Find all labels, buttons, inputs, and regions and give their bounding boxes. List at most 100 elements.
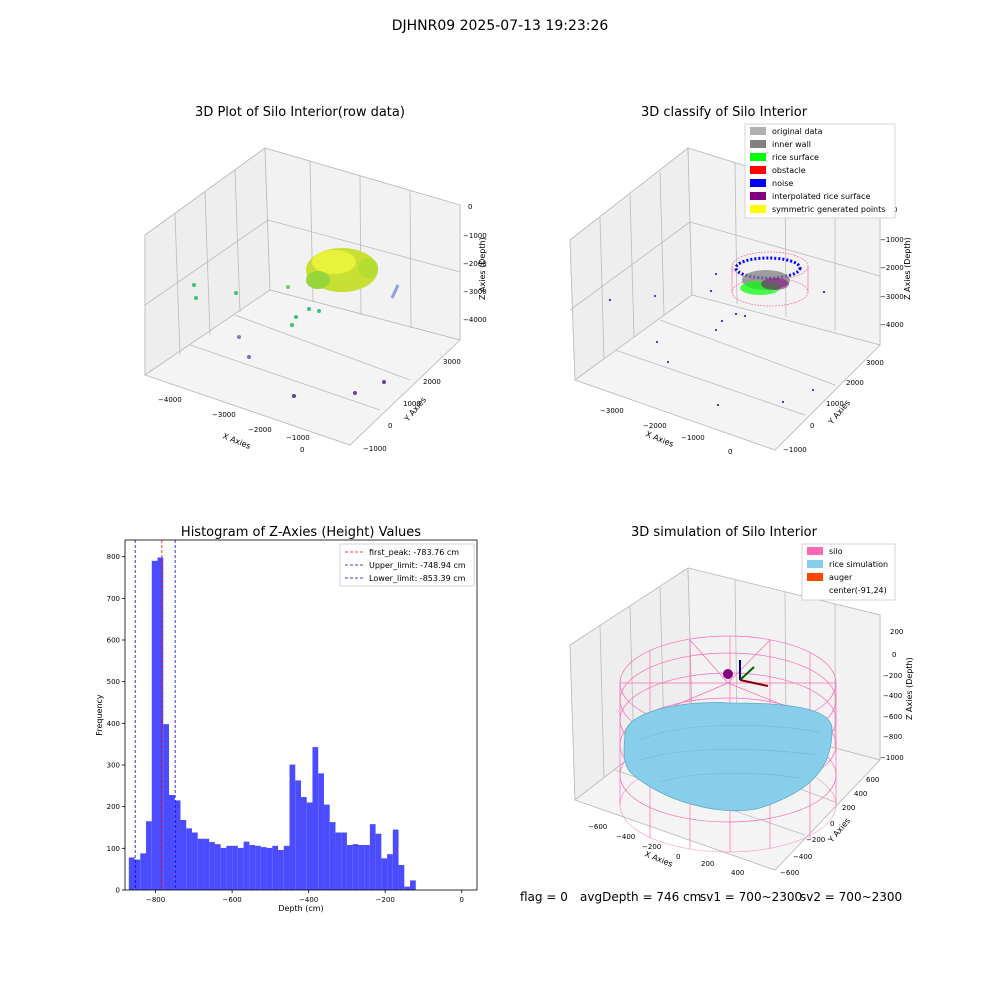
raw-xtick: −2000 <box>248 426 272 434</box>
classify-ytick: 2000 <box>846 379 864 387</box>
classify-noise-point <box>823 291 825 293</box>
histogram-bar <box>312 747 319 890</box>
classify-ytick: 3000 <box>866 359 884 367</box>
simulation-xtick: −200 <box>642 843 661 851</box>
histogram-bar <box>157 557 164 890</box>
footer-sv2: sv2 = 700~2300 <box>800 890 903 904</box>
classify-title: 3D classify of Silo Interior <box>641 105 808 120</box>
histogram-bar <box>237 847 244 890</box>
histogram-bar <box>255 845 261 890</box>
histogram-bar <box>301 797 307 890</box>
simulation-legend-swatch <box>807 547 823 555</box>
simulation-xtick: −400 <box>616 833 635 841</box>
auger-marker <box>723 669 733 679</box>
simulation-legend-label: center(-91,24) <box>829 586 887 595</box>
histogram-bar <box>249 845 256 890</box>
histogram-bar <box>387 854 393 890</box>
histogram-bar <box>243 841 250 890</box>
classify-noise-point <box>656 341 658 343</box>
classify-interpolated <box>761 278 789 290</box>
histogram-bar <box>318 773 324 890</box>
classify-xtick: −1000 <box>681 434 705 442</box>
raw-xlabel: X Axies <box>221 432 252 451</box>
classify-legend-swatch <box>750 166 766 174</box>
raw-point <box>317 309 321 313</box>
histogram-bar <box>272 845 279 890</box>
histogram-bar <box>128 857 135 890</box>
classify-noise-point <box>717 404 719 406</box>
simulation-ztick: −800 <box>883 733 902 741</box>
simulation-xtick: 400 <box>731 869 744 877</box>
histogram-bar <box>352 844 359 890</box>
classify-noise-point <box>667 361 669 363</box>
raw-point <box>292 394 296 398</box>
classify-legend-swatch <box>750 140 766 148</box>
simulation-legend-swatch <box>807 573 823 581</box>
classify-legend-swatch <box>750 205 766 213</box>
classify-legend-frame <box>744 123 896 219</box>
classify-noise-point <box>721 320 723 322</box>
classify-noise-point <box>715 329 717 331</box>
histogram-xticks: −800 −600 −400 −200 0 <box>146 890 464 904</box>
classify-noise-point <box>812 389 814 391</box>
simulation-axes-ticks: −600 −400 −200 0 200 400 −600 −400 −200 … <box>588 628 904 877</box>
raw-ytick: −1000 <box>363 445 387 453</box>
histogram-xlabel: Depth (cm) <box>278 904 323 913</box>
histogram-bar <box>140 853 147 890</box>
raw-panel: 3D Plot of Silo Interior(row data) −4000… <box>144 105 487 454</box>
histogram-bar <box>209 842 215 890</box>
histogram-bar <box>134 859 141 890</box>
histogram-ytick-label: 300 <box>107 762 120 770</box>
histogram-bar <box>220 847 227 890</box>
histogram-ytick-label: 0 <box>116 887 120 895</box>
histogram-bar <box>203 838 210 890</box>
histogram-panel: Histogram of Z-Axies (Height) Values −80… <box>95 525 478 913</box>
simulation-ztick: −1000 <box>880 754 904 762</box>
simulation-legend-label: rice simulation <box>829 560 888 569</box>
histogram-ytick-label: 100 <box>107 845 120 853</box>
simulation-legend-swatch <box>807 560 823 568</box>
classify-legend-swatch <box>750 127 766 135</box>
histogram-ytick-label: 600 <box>107 637 120 645</box>
classify-legend-swatch <box>750 153 766 161</box>
histogram-bar <box>381 858 388 890</box>
classify-legend-label: inner wall <box>772 140 811 149</box>
classify-noise-point <box>735 313 737 315</box>
simulation-xtick: 200 <box>701 860 714 868</box>
raw-zlabel: Z Axies (Depth) <box>478 237 487 300</box>
histogram-bar <box>341 832 347 890</box>
histogram-xtick-label: −400 <box>299 896 318 904</box>
raw-ztick: 0 <box>468 203 472 211</box>
histogram-legend-label: Upper_limit: -748.94 cm <box>369 561 466 570</box>
simulation-legend: silo rice simulation auger center(-91,24) <box>801 543 896 601</box>
raw-axes-ticks: −4000 −3000 −2000 −1000 0 −1000 0 1000 2… <box>158 203 487 454</box>
histogram-bar <box>260 847 267 890</box>
classify-ytick: 0 <box>810 422 814 430</box>
raw-point <box>247 355 251 359</box>
histogram-bar <box>278 850 284 890</box>
histogram-bar <box>266 847 273 890</box>
simulation-ztick: 200 <box>890 628 903 636</box>
raw-title: 3D Plot of Silo Interior(row data) <box>195 105 405 120</box>
histogram-bar <box>398 865 405 890</box>
classify-xtick: −2000 <box>643 422 667 430</box>
histogram-ytick-label: 500 <box>107 678 120 686</box>
classify-noise-point <box>710 290 712 292</box>
simulation-ztick: 0 <box>892 651 896 659</box>
histogram-bar <box>169 795 175 890</box>
histogram-bar <box>392 829 399 890</box>
histogram-bar <box>335 832 342 890</box>
histogram-bars <box>128 557 416 890</box>
classify-xlabel: X Axies <box>644 430 675 449</box>
raw-point-streak <box>390 284 400 299</box>
simulation-legend-label: auger <box>829 573 853 582</box>
classify-legend: original data inner wall rice surface obsta… <box>744 123 896 219</box>
simulation-ytick: −200 <box>806 836 825 844</box>
simulation-panel: 3D simulation of Silo Interior −600 −400… <box>569 525 914 877</box>
histogram-bar <box>346 845 353 890</box>
raw-xtick: 0 <box>300 446 304 454</box>
classify-legend-label: obstacle <box>772 166 806 175</box>
simulation-ztick: −200 <box>883 672 902 680</box>
classify-noise-point <box>654 295 656 297</box>
